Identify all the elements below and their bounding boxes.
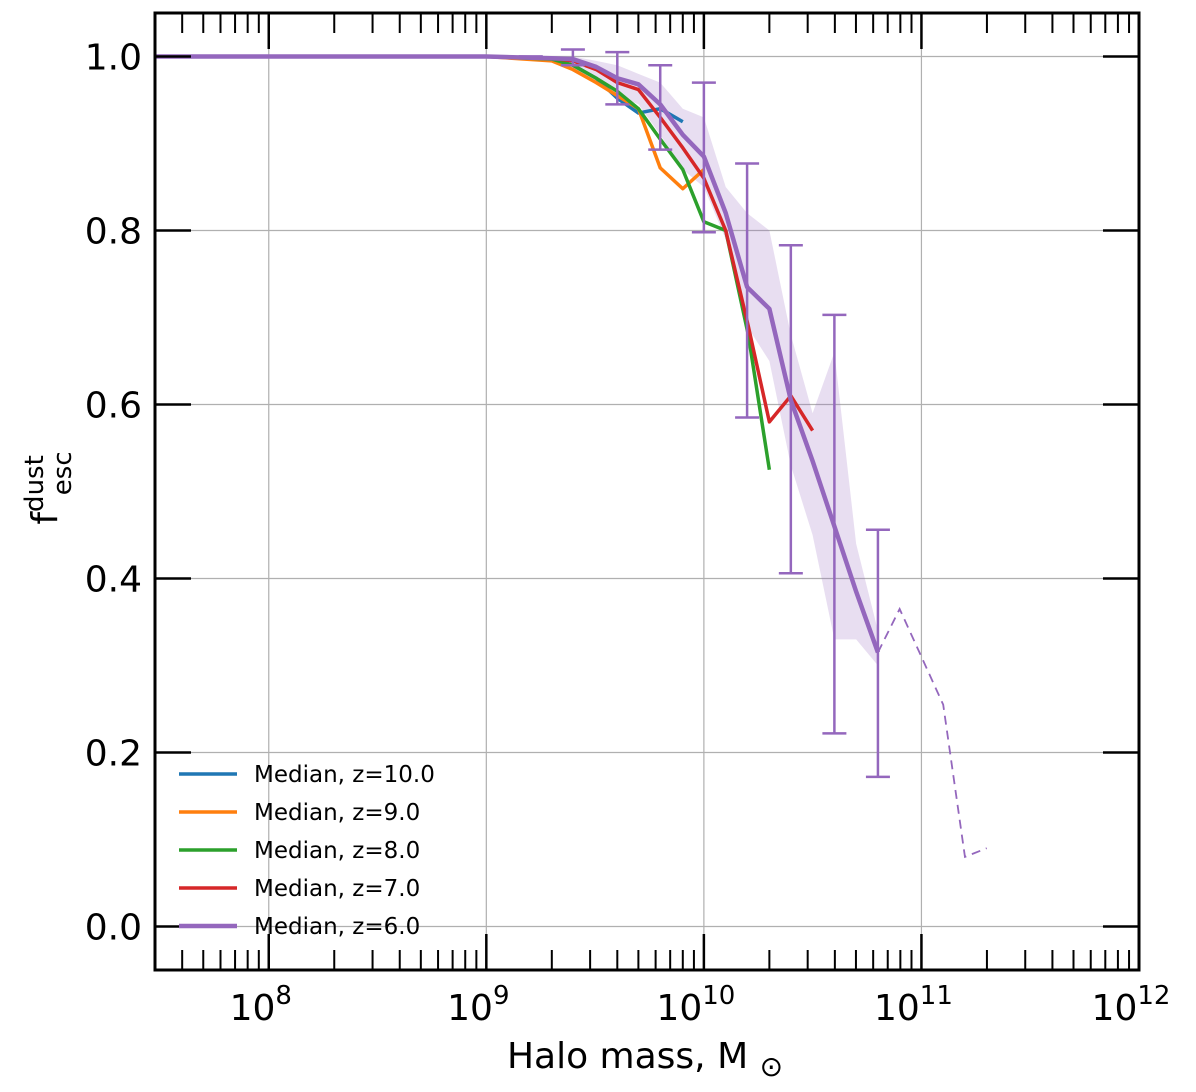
tick-labels: 0.0 0.2 0.4 0.6 0.8 1.0 108 109 1010 1011 1012 [85, 38, 1171, 1030]
series-lines [155, 54, 988, 859]
legend-item: Median, z=8.0 [179, 838, 420, 864]
legend-item: Median, z=6.0 [179, 914, 420, 940]
error-bar [605, 50, 630, 106]
z6-dashed-extension [877, 606, 988, 859]
y-axis-label: fdustesc [20, 451, 78, 524]
legend-item: Median, z=9.0 [179, 800, 420, 826]
grid [155, 13, 1140, 970]
x-tick-label: 108 [230, 981, 292, 1029]
legend-label: Median, z=6.0 [254, 914, 420, 940]
plot-frame [153, 11, 1141, 972]
axis-ticks [154, 13, 1141, 970]
y-tick-label: 0.0 [85, 908, 142, 949]
z6-confidence-band [551, 56, 878, 666]
legend-label: Median, z=10.0 [254, 762, 435, 788]
z6-error-bars [518, 48, 890, 779]
y-tick-label: 1.0 [85, 38, 142, 79]
error-bar [865, 528, 890, 779]
y-tick-label: 0.8 [85, 212, 142, 253]
series-line-7.0 [155, 54, 815, 432]
y-tick-label: 0.2 [85, 734, 142, 775]
legend-label: Median, z=7.0 [254, 876, 420, 902]
legend-label: Median, z=8.0 [254, 838, 420, 864]
error-bar [735, 162, 760, 419]
legend-item: Median, z=7.0 [179, 876, 420, 902]
error-bar [560, 48, 585, 67]
x-tick-label: 1011 [874, 981, 953, 1029]
legend: Median, z=10.0 Median, z=9.0 Median, z=8.0… [179, 762, 435, 940]
legend-item: Median, z=10.0 [179, 762, 435, 788]
x-tick-label: 109 [447, 981, 509, 1029]
y-tick-label: 0.4 [85, 560, 142, 601]
error-bar [691, 81, 716, 234]
series-line-6.0 [155, 54, 881, 654]
z6-band-area [551, 56, 878, 666]
solar-mass-symbol: ⊙ [760, 1050, 783, 1083]
legend-label: Median, z=9.0 [254, 800, 420, 826]
error-bar [648, 63, 673, 151]
error-bar [778, 244, 803, 575]
error-bar [822, 313, 847, 735]
x-axis-label: Halo mass, M ⊙ [507, 1036, 783, 1083]
x-tick-label: 1012 [1092, 981, 1171, 1029]
y-tick-label: 0.6 [85, 386, 142, 427]
x-tick-label: 1010 [656, 981, 735, 1029]
